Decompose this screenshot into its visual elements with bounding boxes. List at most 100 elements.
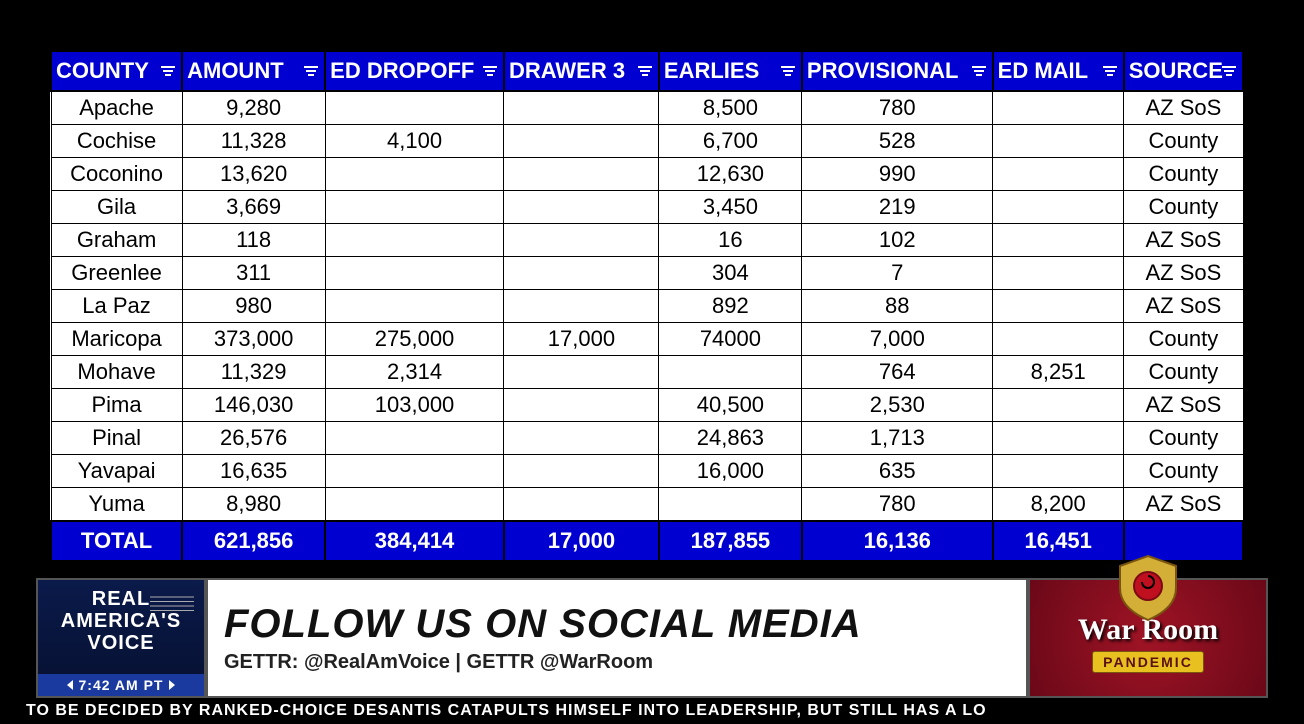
filter-icon[interactable]: [638, 66, 652, 76]
lower-third: REAL AMERICA'S VOICE 7:42 AM PT FOLLOW U…: [36, 578, 1268, 698]
table-cell-prov: 7: [802, 257, 993, 290]
table-cell-source: AZ SoS: [1124, 488, 1243, 522]
table-row: Maricopa373,000275,00017,000740007,000Co…: [51, 323, 1243, 356]
table-cell-source: AZ SoS: [1124, 224, 1243, 257]
filter-icon[interactable]: [1103, 66, 1117, 76]
table-cell-source: AZ SoS: [1124, 290, 1243, 323]
table-cell-amount: 118: [182, 224, 325, 257]
table-cell-dropoff: [325, 257, 504, 290]
col-label: ED DROPOFF: [330, 58, 474, 83]
table-cell-amount: 311: [182, 257, 325, 290]
total-dropoff: 384,414: [325, 521, 504, 561]
time-text: 7:42 AM PT: [79, 677, 164, 693]
col-header-county[interactable]: COUNTY: [51, 51, 182, 91]
total-label: TOTAL: [51, 521, 182, 561]
table-cell-drawer: [504, 257, 659, 290]
table-cell-dropoff: [325, 455, 504, 488]
table-cell-prov: 2,530: [802, 389, 993, 422]
table-cell-dropoff: 103,000: [325, 389, 504, 422]
filter-icon[interactable]: [483, 66, 497, 76]
table-cell-earlies: 24,863: [659, 422, 802, 455]
table-cell-source: AZ SoS: [1124, 389, 1243, 422]
table-cell-earlies: 40,500: [659, 389, 802, 422]
table-cell-earlies: 3,450: [659, 191, 802, 224]
table-cell-drawer: [504, 290, 659, 323]
table-cell-dropoff: [325, 191, 504, 224]
table-cell-drawer: [504, 125, 659, 158]
col-header-drawer[interactable]: DRAWER 3: [504, 51, 659, 91]
table-cell-edmail: [993, 158, 1124, 191]
table-cell-source: County: [1124, 356, 1243, 389]
data-table-container: COUNTY AMOUNT ED DROPOFF DRAWER 3 EARLIE…: [50, 50, 1244, 562]
table-body: Apache9,2808,500780AZ SoSCochise11,3284,…: [51, 91, 1243, 521]
headline-box: FOLLOW US ON SOCIAL MEDIA GETTR: @RealAm…: [206, 578, 1028, 698]
table-cell-edmail: [993, 91, 1124, 125]
col-label: ED MAIL: [998, 58, 1088, 83]
shield-icon: [1112, 552, 1184, 624]
news-ticker: TO BE DECIDED BY RANKED-CHOICE DESANTIS …: [0, 698, 1304, 724]
table-cell-prov: 780: [802, 91, 993, 125]
network-line3: VOICE: [44, 632, 198, 654]
filter-icon[interactable]: [1222, 66, 1236, 76]
table-cell-amount: 13,620: [182, 158, 325, 191]
table-cell-prov: 764: [802, 356, 993, 389]
col-header-edmail[interactable]: ED MAIL: [993, 51, 1124, 91]
time-display: 7:42 AM PT: [38, 674, 204, 696]
table-row: Pinal26,57624,8631,713County: [51, 422, 1243, 455]
table-cell-edmail: 8,251: [993, 356, 1124, 389]
table-row: Coconino13,620 12,630990 County: [51, 158, 1243, 191]
table-cell-county: Greenlee: [51, 257, 182, 290]
col-label: EARLIES: [664, 58, 759, 83]
table-cell-source: County: [1124, 422, 1243, 455]
total-drawer: 17,000: [504, 521, 659, 561]
table-cell-prov: 7,000: [802, 323, 993, 356]
filter-icon[interactable]: [161, 66, 175, 76]
table-cell-drawer: 17,000: [504, 323, 659, 356]
table-cell-drawer: [504, 158, 659, 191]
total-edmail: 16,451: [993, 521, 1124, 561]
col-header-provisional[interactable]: PROVISIONAL: [802, 51, 993, 91]
table-row: Yuma8,9807808,200AZ SoS: [51, 488, 1243, 522]
table-cell-county: Pinal: [51, 422, 182, 455]
table-cell-drawer: [504, 191, 659, 224]
table-cell-county: La Paz: [51, 290, 182, 323]
table-cell-county: Yuma: [51, 488, 182, 522]
table-cell-drawer: [504, 224, 659, 257]
col-header-amount[interactable]: AMOUNT: [182, 51, 325, 91]
table-cell-county: Maricopa: [51, 323, 182, 356]
flag-icon: [150, 590, 194, 620]
table-cell-earlies: 16: [659, 224, 802, 257]
table-header-row: COUNTY AMOUNT ED DROPOFF DRAWER 3 EARLIE…: [51, 51, 1243, 91]
table-cell-county: Mohave: [51, 356, 182, 389]
table-row: Cochise11,3284,1006,700528County: [51, 125, 1243, 158]
total-amount: 621,856: [182, 521, 325, 561]
table-cell-earlies: [659, 356, 802, 389]
table-cell-edmail: [993, 422, 1124, 455]
table-cell-prov: 990: [802, 158, 993, 191]
table-cell-source: County: [1124, 125, 1243, 158]
vote-count-table: COUNTY AMOUNT ED DROPOFF DRAWER 3 EARLIE…: [50, 50, 1244, 562]
filter-icon[interactable]: [972, 66, 986, 76]
col-label: DRAWER 3: [509, 58, 625, 83]
table-cell-earlies: 12,630: [659, 158, 802, 191]
table-cell-source: AZ SoS: [1124, 257, 1243, 290]
col-label: SOURCE: [1129, 58, 1223, 83]
table-cell-county: Coconino: [51, 158, 182, 191]
col-label: PROVISIONAL: [807, 58, 959, 83]
table-cell-source: County: [1124, 158, 1243, 191]
table-cell-edmail: 8,200: [993, 488, 1124, 522]
table-row: Apache9,2808,500780AZ SoS: [51, 91, 1243, 125]
table-row: Yavapai16,63516,000635County: [51, 455, 1243, 488]
table-cell-dropoff: 2,314: [325, 356, 504, 389]
col-header-source[interactable]: SOURCE: [1124, 51, 1243, 91]
col-header-earlies[interactable]: EARLIES: [659, 51, 802, 91]
table-cell-edmail: [993, 455, 1124, 488]
table-cell-drawer: [504, 422, 659, 455]
show-logo-box: War Room PANDEMIC: [1028, 578, 1268, 698]
col-header-dropoff[interactable]: ED DROPOFF: [325, 51, 504, 91]
filter-icon[interactable]: [304, 66, 318, 76]
filter-icon[interactable]: [781, 66, 795, 76]
table-cell-prov: 88: [802, 290, 993, 323]
table-cell-source: County: [1124, 455, 1243, 488]
table-cell-prov: 1,713: [802, 422, 993, 455]
